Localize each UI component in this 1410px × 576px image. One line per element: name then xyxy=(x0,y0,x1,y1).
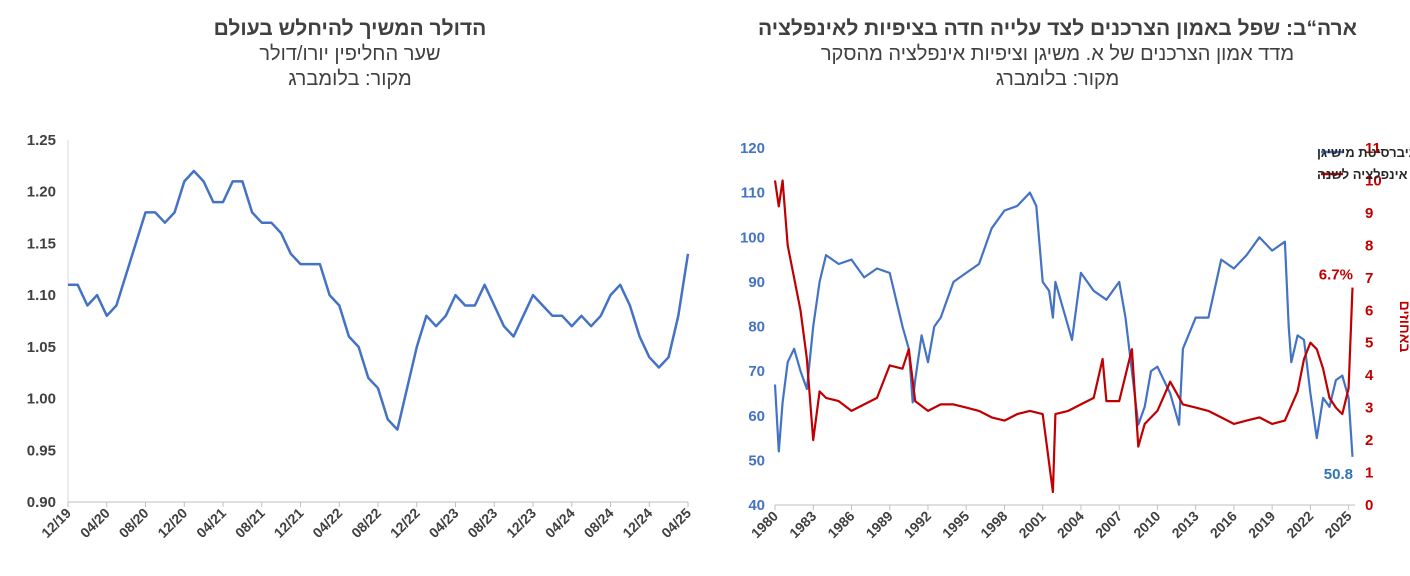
right-x-tick-label: 2007 xyxy=(1092,508,1125,541)
right-x-tick-label: 1995 xyxy=(939,508,972,541)
right-chart-title: ארה“ב: שפל באמון הצרכנים לצד עלייה חדה ב… xyxy=(705,16,1410,42)
left-x-tick-label: 12/21 xyxy=(271,505,307,541)
left-x-tick-label: 08/24 xyxy=(581,505,617,541)
right-x-tick-label: 2004 xyxy=(1054,508,1087,541)
right-chart-source: מקור: בלומברג xyxy=(995,68,1120,90)
right-chart-subtitle: מדד אמון הצרכנים של א. משיגן וציפיות אינ… xyxy=(820,43,1295,65)
right-y-left-tick-label: 80 xyxy=(748,319,765,336)
left-y-tick-label: 1.20 xyxy=(27,184,56,201)
left-y-tick-label: 1.05 xyxy=(27,339,56,356)
inflation-series-line xyxy=(773,179,1354,494)
right-x-tick-label: 1992 xyxy=(901,508,934,541)
right-y-right-tick-label: 1 xyxy=(1365,465,1373,482)
right-chart-title-text: שפל באמון הצרכנים לצד עלייה חדה בציפיות … xyxy=(758,17,1281,40)
right-y-left-tick-label: 90 xyxy=(748,274,765,291)
left-x-tick-label: 04/24 xyxy=(542,505,578,541)
left-x-tick-label: 04/21 xyxy=(193,505,229,541)
right-y-right-tick-label: 2 xyxy=(1365,432,1373,449)
left-x-tick-label: 04/23 xyxy=(426,505,462,541)
right-y-right-tick-label: 10 xyxy=(1365,172,1382,189)
sentiment-series-line xyxy=(773,191,1354,457)
right-y-right-tick-label: 8 xyxy=(1365,237,1373,254)
left-titles: הדולר המשיך להיחלש בעולם שער החליפין יור… xyxy=(0,16,700,92)
right-x-tick-label: 2025 xyxy=(1321,508,1354,541)
left-y-tick-label: 1.00 xyxy=(27,391,56,408)
left-x-tick-label: 08/22 xyxy=(348,505,384,541)
left-x-tick-label: 08/21 xyxy=(232,505,268,541)
left-chart-subtitle: שער החליפין יורו/דולר xyxy=(259,43,441,65)
left-x-tick-label: 12/23 xyxy=(503,505,539,541)
right-x-tick-label: 1989 xyxy=(863,508,896,541)
right-y-left-tick-label: 40 xyxy=(748,497,765,514)
right-x-tick-label: 2010 xyxy=(1130,508,1163,541)
right-x-tick-label: 1983 xyxy=(786,508,819,541)
left-x-tick-label: 12/20 xyxy=(154,505,190,541)
right-y-left-tick-label: 60 xyxy=(748,408,765,425)
left-chart-title: הדולר המשיך להיחלש בעולם xyxy=(213,17,487,40)
annotation-sentiment-latest: 50.8 xyxy=(1324,466,1353,483)
right-y-right-tick-label: 11 xyxy=(1365,140,1381,157)
right-x-tick-label: 2001 xyxy=(1015,508,1048,541)
right-y-right-tick-label: 9 xyxy=(1365,205,1373,222)
left-y-tick-label: 1.15 xyxy=(27,235,56,252)
sentiment-inflation-chart: 12011010090807060504011109876543210באחוז… xyxy=(740,140,1410,541)
right-y-left-tick-label: 110 xyxy=(741,185,765,202)
right-y-right-tick-label: 6 xyxy=(1365,302,1373,319)
right-x-tick-label: 2016 xyxy=(1207,508,1240,541)
right-y2-axis-label: באחוזים xyxy=(1397,301,1410,353)
right-y-right-tick-label: 3 xyxy=(1365,400,1373,417)
annotation-inflation-latest: 6.7% xyxy=(1319,267,1353,284)
legend-sentiment-label: מדד אמון הצרכנים של אוניברסיטת מישיגן xyxy=(1317,145,1410,160)
left-x-tick-label: 12/24 xyxy=(619,505,655,541)
left-y-tick-label: 0.90 xyxy=(27,494,56,511)
left-x-tick-label: 08/23 xyxy=(464,505,500,541)
left-y-tick-label: 1.25 xyxy=(27,132,56,149)
right-y-right-tick-label: 5 xyxy=(1365,335,1373,352)
right-y-right-tick-label: 0 xyxy=(1365,497,1373,514)
right-titles: ארה“ב: שפל באמון הצרכנים לצד עלייה חדה ב… xyxy=(705,16,1410,92)
right-y-left-tick-label: 120 xyxy=(740,140,765,157)
left-x-tick-label: 04/22 xyxy=(309,505,345,541)
left-x-tick-label: 04/25 xyxy=(658,505,694,541)
right-y-right-tick-label: 4 xyxy=(1365,367,1374,384)
right-x-tick-label: 1998 xyxy=(977,508,1010,541)
right-x-tick-label: 2013 xyxy=(1168,508,1201,541)
right-x-tick-label: 2019 xyxy=(1245,508,1278,541)
left-y-tick-label: 1.10 xyxy=(27,287,56,304)
right-y-left-tick-label: 70 xyxy=(748,363,765,380)
legend-inflation-label: ציפיות אינפלציה לשנה xyxy=(1317,167,1410,182)
right-chart-title-prefix: ארה“ב: xyxy=(1286,17,1357,40)
right-x-tick-label: 2022 xyxy=(1283,508,1316,541)
left-x-tick-label: 04/20 xyxy=(77,505,113,541)
right-y-left-tick-label: 50 xyxy=(748,452,765,469)
right-chart-panel: ארה“ב: שפל באמון הצרכנים לצד עלייה חדה ב… xyxy=(705,0,1410,576)
right-x-tick-label: 1986 xyxy=(824,508,857,541)
left-chart-source: מקור: בלומברג xyxy=(288,68,412,90)
eurusd-series-line xyxy=(68,169,690,431)
left-y-tick-label: 0.95 xyxy=(27,442,56,459)
right-y-right-tick-label: 7 xyxy=(1365,270,1373,287)
left-chart-panel: הדולר המשיך להיחלש בעולם שער החליפין יור… xyxy=(0,0,700,576)
right-y-left-tick-label: 100 xyxy=(740,229,765,246)
left-x-tick-label: 12/22 xyxy=(387,505,423,541)
left-x-tick-label: 08/20 xyxy=(116,505,152,541)
